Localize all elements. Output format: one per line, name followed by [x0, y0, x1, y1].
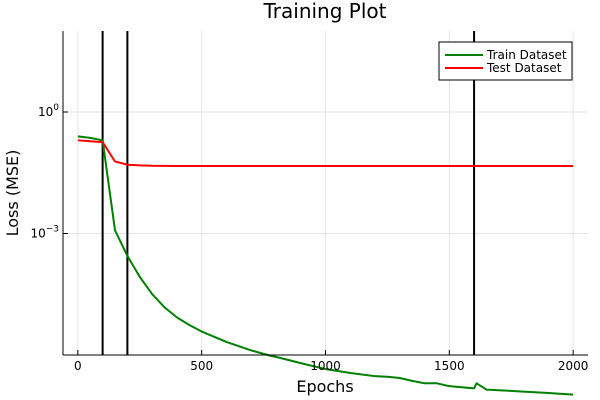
series-lines [77, 135, 574, 396]
y-tick-label: 100 [38, 103, 59, 119]
vertical-marker-lines [101, 31, 476, 355]
legend-label-test: Test Dataset [486, 61, 562, 75]
x-tick-label: 2000 [558, 359, 589, 373]
test-series-line [77, 139, 574, 167]
x-tick-label: 0 [74, 359, 82, 373]
x-axis-label: Epochs [296, 377, 353, 396]
y-axis-label: Loss (MSE) [3, 150, 22, 237]
grid-lines [63, 31, 588, 355]
x-tick-label: 500 [190, 359, 213, 373]
train-series-line [77, 135, 574, 396]
legend: Train Dataset Test Dataset [438, 41, 573, 81]
legend-label-train: Train Dataset [486, 48, 567, 62]
x-tick-label: 1500 [434, 359, 465, 373]
x-tick-label: 1000 [310, 359, 341, 373]
legend-box [438, 41, 573, 81]
y-tick-label: 10−3 [30, 225, 59, 241]
axis-ticks: 0 500 1000 1500 2000 100 10−3 [30, 103, 588, 373]
chart-title: Training Plot [263, 0, 387, 23]
